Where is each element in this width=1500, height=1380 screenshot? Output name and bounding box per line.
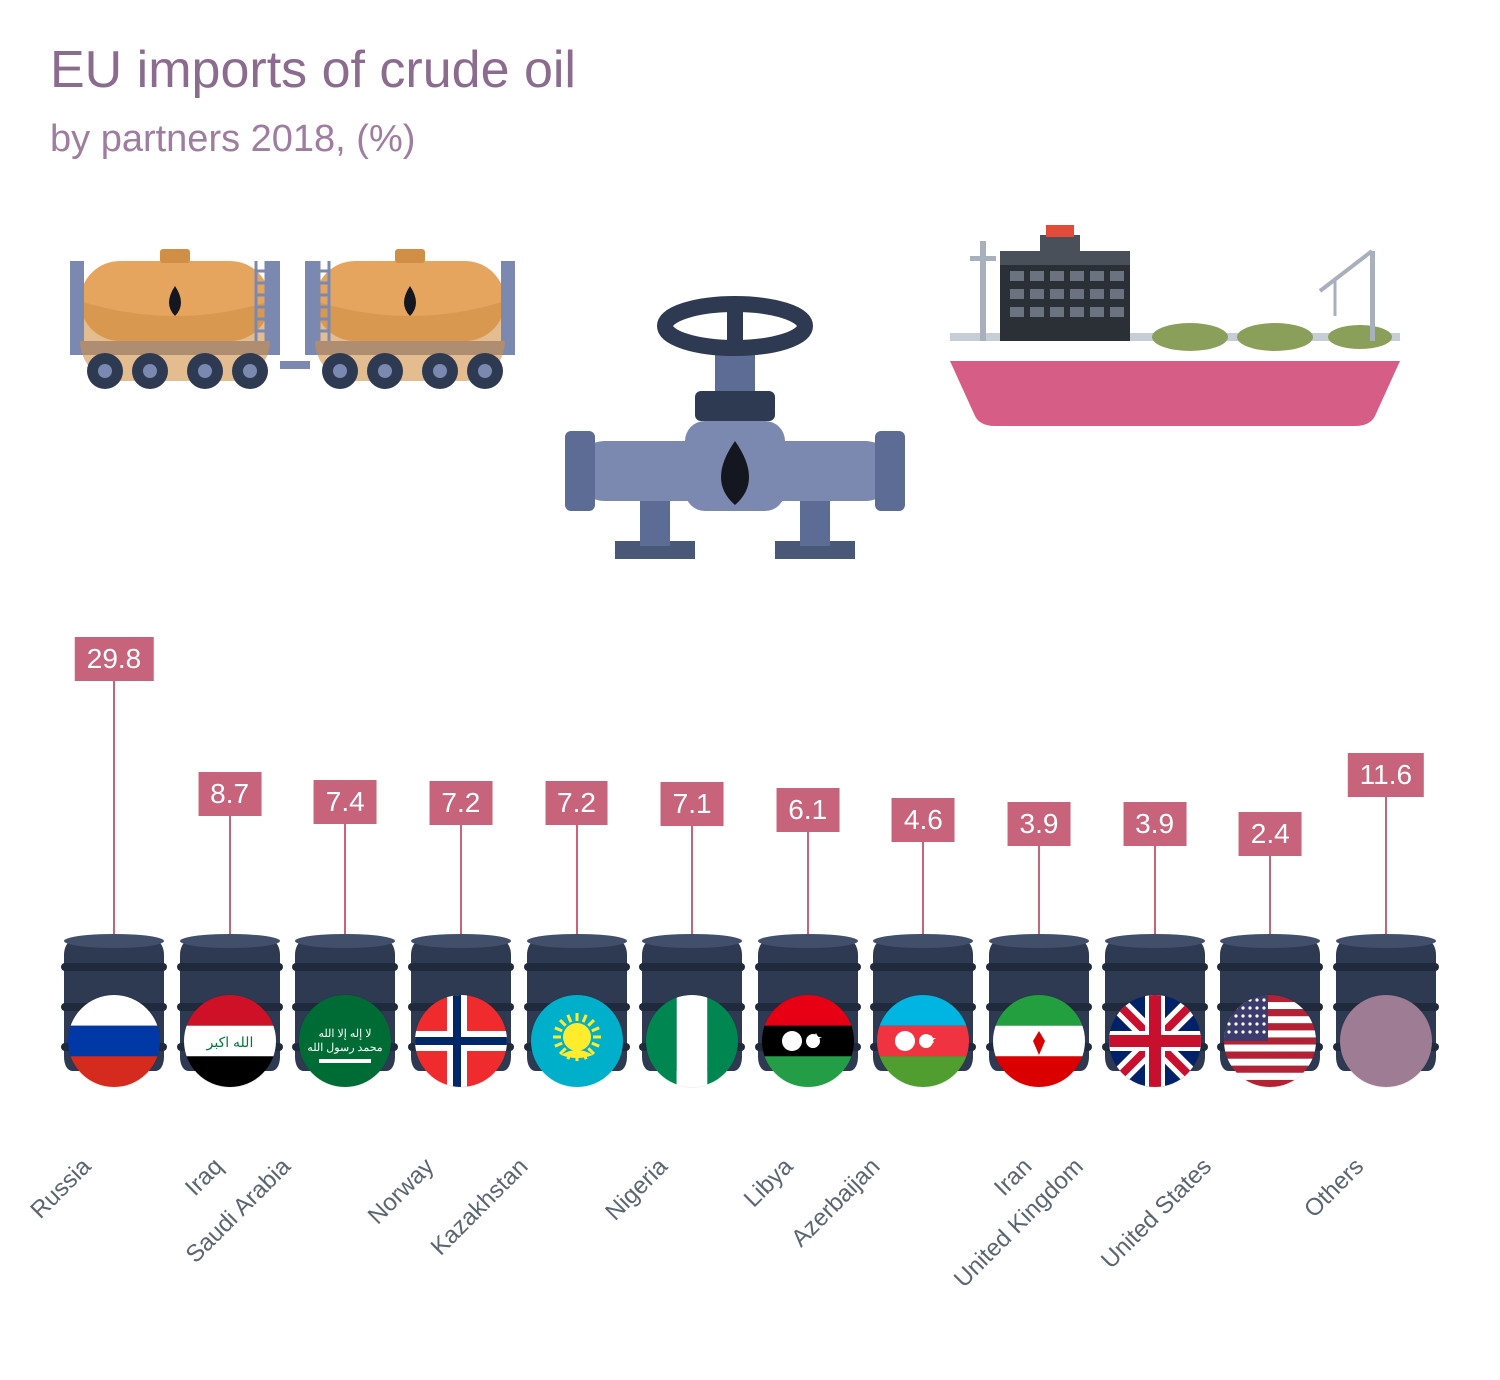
country-label: Others [1350, 1102, 1421, 1173]
value-stem [344, 824, 346, 941]
value-stem [229, 816, 231, 941]
value-badge: 7.2 [545, 781, 608, 825]
illustration-row [50, 211, 1450, 591]
country-flag-icon [646, 995, 738, 1087]
chart-column: 4.6 Azerbaijan [869, 621, 977, 1241]
value-badge: 2.4 [1239, 812, 1302, 856]
country-label: Russia [77, 1101, 149, 1173]
chart-title: EU imports of crude oil [50, 40, 1450, 100]
train-icon [60, 221, 530, 406]
chart-column: 8.7 الله اكبر Iraq [176, 621, 284, 1241]
value-stem [460, 825, 462, 941]
svg-text:لا إله إلا الله: لا إله إلا الله [319, 1028, 372, 1040]
country-flag-icon [993, 995, 1085, 1087]
value-stem [691, 826, 693, 941]
value-stem [1385, 797, 1387, 941]
value-badge: 29.8 [75, 637, 154, 681]
chart-column: 29.8 Russia [60, 621, 168, 1241]
country-label: Azerbaijan [867, 1073, 967, 1173]
country-flag-icon [415, 995, 507, 1087]
value-badge: 6.1 [776, 788, 839, 832]
chart-subtitle: by partners 2018, (%) [50, 118, 1450, 161]
country-flag-icon [68, 995, 160, 1087]
value-stem [807, 832, 809, 941]
value-badge: 3.9 [1123, 802, 1186, 846]
value-badge: 3.9 [1008, 802, 1071, 846]
svg-text:محمد رسول الله: محمد رسول الله [308, 1042, 383, 1054]
chart-column: 3.9 United Kingdom [1101, 621, 1209, 1241]
value-badge: 8.7 [198, 772, 261, 816]
value-stem [1269, 856, 1271, 941]
pipeline-valve-icon [545, 271, 925, 596]
value-badge: 11.6 [1348, 753, 1424, 797]
chart-column: 11.6 Others [1332, 621, 1440, 1241]
country-label: Libya [779, 1112, 839, 1172]
country-label: Norway [420, 1095, 497, 1172]
value-stem [1038, 846, 1040, 941]
value-stem [922, 842, 924, 941]
value-badge: 7.2 [429, 781, 492, 825]
value-badge: 7.1 [661, 782, 724, 826]
value-stem [576, 825, 578, 941]
svg-text:الله اكبر: الله اكبر [205, 1034, 253, 1051]
chart-column: 6.1 Libya [754, 621, 862, 1241]
chart-column: 2.4 United States [1216, 621, 1324, 1241]
chart-column: 7.2 Kazakhstan [523, 621, 631, 1241]
tanker-ship-icon [940, 221, 1410, 436]
value-badge: 7.4 [314, 780, 377, 824]
country-flag-icon [877, 995, 969, 1087]
country-label: Iraq [209, 1124, 258, 1173]
country-flag-icon [1340, 995, 1432, 1087]
chart-column: 7.4 لا إله إلا اللهمحمد رسول الله Saudi … [291, 621, 399, 1241]
value-badge: 4.6 [892, 798, 955, 842]
value-stem [1154, 846, 1156, 941]
country-flag-icon: الله اكبر [184, 995, 276, 1087]
chart-column: 7.1 Nigeria [638, 621, 746, 1241]
value-stem [113, 681, 115, 941]
chart-column: 7.2 Norway [407, 621, 515, 1241]
import-share-chart: 29.8 Russia 8.7 الله اكبر Iraq 7.4 [50, 621, 1450, 1241]
country-label: Nigeria [654, 1099, 728, 1173]
country-flag-icon [762, 995, 854, 1087]
